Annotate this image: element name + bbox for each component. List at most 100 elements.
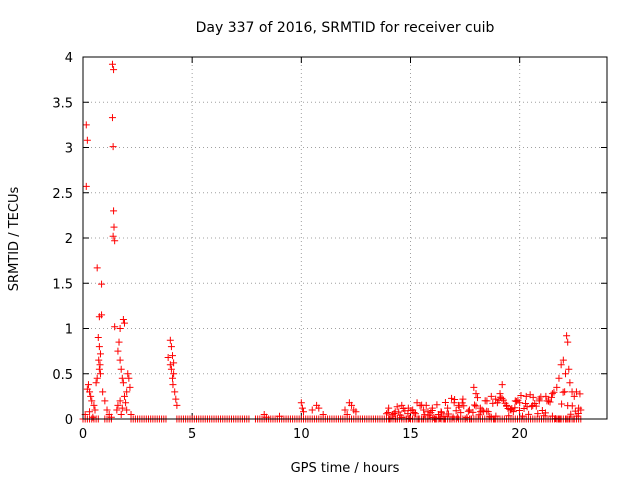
data-point (86, 408, 94, 416)
data-point (548, 393, 556, 401)
data-point (508, 405, 516, 413)
data-point (478, 406, 486, 414)
data-point (515, 406, 523, 414)
data-point (500, 396, 508, 404)
data-point (448, 394, 456, 402)
data-point (452, 407, 460, 415)
x-tick-label: 15 (402, 427, 419, 442)
data-point (546, 398, 554, 406)
data-point (87, 392, 95, 400)
data-point (520, 404, 528, 412)
data-point (412, 410, 420, 418)
data-point (116, 356, 124, 364)
y-tick-label: 1.5 (52, 277, 73, 292)
data-point (464, 407, 472, 415)
data-point (95, 365, 103, 373)
data-point (94, 334, 102, 342)
data-point (167, 343, 175, 351)
data-point (173, 401, 181, 409)
data-point (108, 114, 116, 122)
data-point (164, 353, 172, 361)
data-point (125, 374, 133, 382)
data-point (413, 399, 421, 407)
data-point (169, 374, 177, 382)
y-tick-label: 3 (65, 142, 73, 157)
data-point (561, 388, 569, 396)
y-tick-label: 3.5 (52, 96, 73, 111)
data-point (117, 410, 125, 418)
data-point (300, 408, 308, 416)
data-point (118, 404, 126, 412)
data-point (352, 408, 360, 416)
axis-ticks: 0 5 10 15 20 0 0.5 1 1.5 2 2.5 3 3.5 4 (52, 51, 607, 442)
data-point (424, 408, 432, 416)
data-point (113, 406, 121, 414)
data-point (577, 406, 585, 414)
data-point (463, 413, 471, 421)
data-point (385, 404, 393, 412)
data-point (99, 388, 107, 396)
data-point (557, 361, 565, 369)
data-point (111, 323, 119, 331)
data-point (308, 406, 316, 414)
y-tick-label: 2.5 (52, 187, 73, 202)
data-point (522, 400, 530, 408)
data-point (564, 338, 572, 346)
data-point (96, 350, 104, 358)
y-tick-label: 0.5 (52, 368, 73, 383)
data-point (126, 383, 134, 391)
data-point (544, 397, 552, 405)
data-point (505, 412, 513, 420)
data-point (117, 365, 125, 373)
data-point (84, 381, 92, 389)
data-point (171, 388, 179, 396)
data-point (476, 404, 484, 412)
data-point (119, 379, 127, 387)
data-point (341, 406, 349, 414)
data-point (118, 374, 126, 382)
data-point (470, 401, 478, 409)
data-point (484, 408, 492, 416)
data-point (433, 401, 441, 409)
data-point (420, 406, 428, 414)
data-point (98, 311, 106, 319)
data-point (95, 343, 103, 351)
data-point (525, 410, 533, 418)
data-point (459, 395, 467, 403)
data-point (114, 347, 122, 355)
data-point (534, 410, 542, 418)
data-point (541, 409, 549, 417)
data-point (390, 409, 398, 417)
data-point (167, 365, 175, 373)
data-point (498, 381, 506, 389)
data-point (110, 207, 118, 215)
data-point (90, 401, 98, 409)
data-point (558, 400, 566, 408)
data-point (472, 402, 480, 410)
y-tick-label: 2 (65, 232, 73, 247)
data-point (169, 352, 177, 360)
data-point (405, 414, 413, 422)
data-point (428, 404, 436, 412)
data-point (507, 406, 515, 414)
data-point (98, 280, 106, 288)
data-point (511, 404, 519, 412)
data-point (343, 410, 351, 418)
data-point (532, 402, 540, 410)
data-point (465, 406, 473, 414)
data-point (529, 393, 537, 401)
data-point (89, 413, 97, 421)
data-point (93, 264, 101, 272)
data-point (503, 401, 511, 409)
data-point (124, 370, 132, 378)
x-tick-label: 5 (188, 427, 196, 442)
data-point (457, 409, 465, 417)
data-point (115, 338, 123, 346)
data-point (436, 414, 444, 422)
y-axis-label: SRMTID / TECUs (7, 187, 22, 292)
data-point (455, 401, 463, 409)
data-point (166, 336, 174, 344)
x-tick-label: 20 (511, 427, 528, 442)
data-point (92, 379, 100, 387)
data-point (110, 223, 118, 231)
